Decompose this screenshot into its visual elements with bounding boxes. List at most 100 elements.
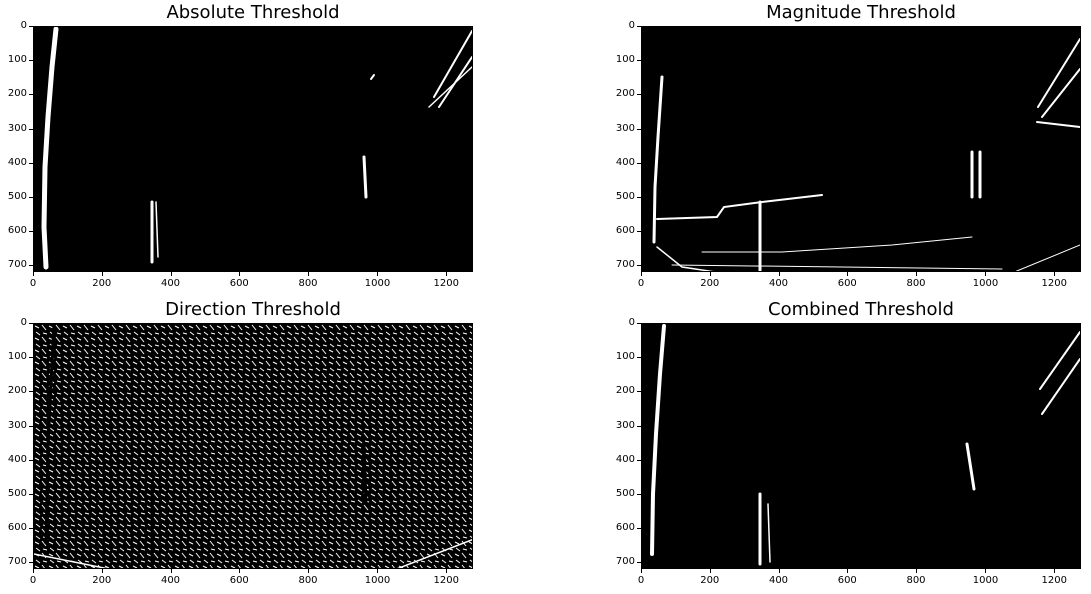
x-tick-mark bbox=[641, 272, 642, 276]
panel-title: Absolute Threshold bbox=[166, 2, 340, 23]
y-tick-mark bbox=[29, 323, 33, 324]
y-tick-label: 0 bbox=[20, 20, 27, 31]
y-tick-mark bbox=[29, 60, 33, 62]
binary-image-magnitude bbox=[652, 38, 1080, 271]
panel-title: Combined Threshold bbox=[768, 299, 954, 320]
y-tick-label: 700 bbox=[7, 556, 27, 568]
y-tick-mark bbox=[29, 231, 33, 232]
y-tick-mark bbox=[637, 162, 641, 164]
y-tick-label: 100 bbox=[7, 351, 27, 363]
x-tick-mark bbox=[170, 272, 172, 276]
x-tick-label: 800 bbox=[906, 575, 926, 586]
x-tick-mark bbox=[641, 569, 642, 573]
y-tick-label: 0 bbox=[628, 317, 635, 328]
y-tick-label: 500 bbox=[615, 190, 635, 202]
x-tick-mark bbox=[778, 272, 780, 276]
y-tick-mark bbox=[637, 357, 641, 359]
y-tick-mark bbox=[29, 26, 33, 27]
x-tick-mark bbox=[33, 272, 34, 276]
x-tick-label: 600 bbox=[229, 278, 249, 289]
x-tick-label: 200 bbox=[700, 278, 720, 289]
x-tick-mark bbox=[847, 569, 849, 573]
x-tick-label: 400 bbox=[160, 575, 181, 586]
y-tick-label: 200 bbox=[615, 88, 635, 100]
x-tick-label: 1000 bbox=[972, 278, 999, 289]
panel-title: Magnitude Threshold bbox=[766, 2, 956, 23]
x-tick-mark bbox=[778, 569, 780, 573]
y-tick-label: 600 bbox=[7, 225, 27, 236]
x-tick-label: 200 bbox=[92, 278, 112, 289]
y-tick-label: 100 bbox=[7, 54, 27, 66]
y-tick-label: 600 bbox=[615, 225, 635, 236]
x-tick-mark bbox=[709, 569, 711, 573]
x-tick-label: 600 bbox=[837, 575, 857, 586]
x-tick-label: 200 bbox=[700, 575, 720, 586]
x-tick-mark bbox=[916, 272, 917, 276]
y-tick-mark bbox=[637, 231, 641, 232]
y-tick-label: 700 bbox=[7, 259, 27, 271]
x-tick-mark bbox=[376, 569, 378, 573]
binary-image-combined bbox=[650, 324, 1080, 566]
panel-magnitude: Magnitude Threshold 0 200 400 600 800 1000 120… bbox=[616, 2, 1081, 289]
x-tick-label: 0 bbox=[29, 278, 37, 289]
y-tick-mark bbox=[637, 60, 641, 62]
y-tick-label: 700 bbox=[615, 259, 635, 271]
x-tick-label: 1200 bbox=[1041, 278, 1067, 289]
x-tick-label: 200 bbox=[92, 575, 112, 586]
y-tick-mark bbox=[637, 528, 641, 529]
y-tick-mark bbox=[637, 493, 641, 495]
x-tick-mark bbox=[33, 569, 34, 573]
x-tick-label: 1200 bbox=[433, 278, 459, 289]
x-tick-label: 1200 bbox=[1041, 575, 1067, 586]
y-tick-mark bbox=[637, 391, 641, 393]
y-tick-label: 500 bbox=[7, 190, 27, 202]
y-tick-label: 100 bbox=[615, 54, 635, 66]
y-tick-label: 200 bbox=[615, 385, 635, 397]
y-tick-label: 300 bbox=[615, 122, 635, 134]
y-tick-mark bbox=[29, 391, 33, 393]
y-tick-mark bbox=[637, 26, 641, 27]
y-tick-label: 0 bbox=[628, 20, 635, 31]
y-tick-mark bbox=[637, 323, 641, 324]
y-tick-mark bbox=[29, 562, 33, 564]
x-tick-label: 400 bbox=[160, 278, 181, 289]
y-tick-mark bbox=[637, 196, 641, 198]
x-tick-label: 0 bbox=[637, 575, 645, 586]
y-tick-label: 700 bbox=[615, 556, 635, 568]
y-tick-mark bbox=[637, 425, 641, 427]
x-tick-label: 800 bbox=[298, 278, 318, 289]
panel-absolute: Absolute Threshold 0 200 400 600 800 1000 1200… bbox=[8, 2, 473, 289]
y-tick-label: 600 bbox=[615, 522, 635, 533]
y-tick-label: 100 bbox=[615, 351, 635, 363]
x-tick-mark bbox=[239, 272, 241, 276]
y-tick-mark bbox=[29, 128, 33, 130]
x-tick-mark bbox=[984, 272, 986, 276]
x-tick-mark bbox=[101, 272, 103, 276]
x-tick-label: 1000 bbox=[364, 278, 391, 289]
y-tick-mark bbox=[637, 265, 641, 267]
image-plot bbox=[33, 323, 473, 569]
y-tick-label: 300 bbox=[615, 419, 635, 431]
x-tick-label: 1000 bbox=[364, 575, 391, 586]
x-tick-mark bbox=[239, 569, 241, 573]
y-tick-label: 0 bbox=[20, 317, 27, 328]
x-tick-label: 800 bbox=[298, 575, 318, 586]
x-tick-label: 0 bbox=[29, 575, 37, 586]
x-tick-mark bbox=[709, 272, 711, 276]
y-tick-label: 400 bbox=[615, 453, 635, 465]
x-tick-mark bbox=[916, 569, 917, 573]
y-tick-mark bbox=[29, 493, 33, 495]
y-tick-mark bbox=[29, 357, 33, 359]
x-tick-mark bbox=[984, 569, 986, 573]
x-tick-label: 1000 bbox=[972, 575, 999, 586]
x-tick-label: 600 bbox=[837, 278, 857, 289]
y-tick-mark bbox=[637, 94, 641, 96]
y-tick-mark bbox=[29, 528, 33, 529]
x-tick-label: 600 bbox=[229, 575, 249, 586]
y-tick-mark bbox=[637, 459, 641, 461]
y-tick-label: 200 bbox=[7, 385, 27, 397]
x-tick-label: 1200 bbox=[433, 575, 459, 586]
y-tick-label: 500 bbox=[615, 487, 635, 499]
y-tick-label: 500 bbox=[7, 487, 27, 499]
x-tick-mark bbox=[445, 569, 447, 573]
